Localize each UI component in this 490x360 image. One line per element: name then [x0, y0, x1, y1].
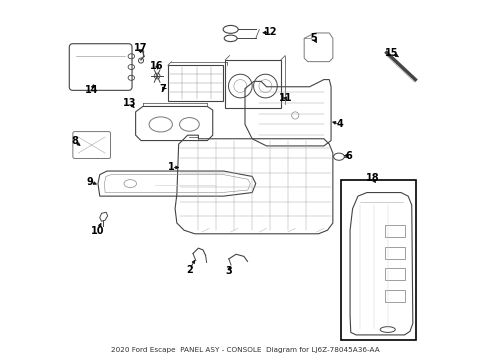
Text: 12: 12: [264, 27, 277, 37]
Text: 1: 1: [168, 162, 175, 172]
Bar: [385, 247, 405, 259]
Bar: [225, 60, 281, 108]
Text: 2: 2: [186, 265, 193, 275]
Text: 17: 17: [134, 43, 147, 53]
Bar: [341, 180, 416, 339]
Text: 10: 10: [91, 226, 104, 236]
Text: 11: 11: [279, 93, 293, 103]
Text: 9: 9: [87, 177, 94, 187]
Text: 15: 15: [385, 48, 399, 58]
Text: 14: 14: [85, 85, 98, 95]
Text: 4: 4: [337, 120, 343, 129]
Text: 7: 7: [160, 84, 167, 94]
Text: 16: 16: [150, 61, 164, 71]
Text: 2020 Ford Escape  PANEL ASY - CONSOLE  Diagram for LJ6Z-78045A36-AA: 2020 Ford Escape PANEL ASY - CONSOLE Dia…: [111, 347, 379, 353]
Text: 18: 18: [366, 173, 379, 183]
Text: 8: 8: [71, 136, 78, 146]
Text: 3: 3: [225, 266, 232, 276]
Bar: [385, 225, 405, 237]
Bar: [385, 268, 405, 280]
Bar: [385, 290, 405, 302]
Text: 13: 13: [123, 98, 136, 108]
Bar: [168, 65, 223, 101]
Text: 5: 5: [311, 33, 317, 43]
Text: 6: 6: [345, 150, 352, 161]
